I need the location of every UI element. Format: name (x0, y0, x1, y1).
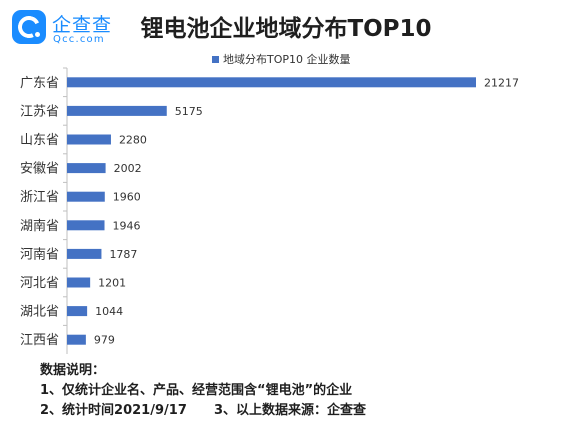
category-label: 浙江省 (20, 190, 59, 205)
legend-swatch (212, 55, 219, 63)
bar (67, 105, 167, 116)
category-label: 湖北省 (20, 305, 59, 320)
bar (67, 306, 88, 317)
category-label: 江苏省 (20, 103, 59, 119)
bar (67, 77, 476, 88)
bar (67, 277, 91, 288)
bar (67, 163, 106, 174)
bar (67, 334, 86, 345)
data-label: 2280 (119, 134, 147, 147)
category-label: 湖南省 (20, 218, 59, 234)
legend-label: 地域分布TOP10 企业数量 (223, 53, 351, 66)
data-label: 5175 (175, 105, 203, 118)
category-label: 广东省 (20, 76, 59, 91)
notes-line-1: 1、仅统计企业名、产品、经营范围含“锂电池”的企业 (40, 383, 353, 398)
data-label: 979 (94, 334, 115, 347)
chart-title: 锂电池企业地域分布TOP10 (140, 16, 432, 42)
data-label: 1946 (113, 219, 141, 232)
data-label: 1201 (98, 277, 126, 290)
category-label: 河北省 (20, 276, 59, 291)
chart-legend: 地域分布TOP10 企业数量 (212, 51, 351, 67)
category-label: 安徽省 (20, 162, 59, 177)
brand-name: 企查查 (52, 14, 113, 36)
bar (67, 220, 105, 231)
category-label: 山东省 (20, 133, 59, 148)
brand-url: Qcc.com (53, 34, 105, 45)
bar (67, 134, 111, 145)
bar (67, 248, 102, 259)
data-notes: 数据说明： 1、仅统计企业名、产品、经营范围含“锂电池”的企业 2、统计时间20… (40, 361, 366, 421)
category-label: 江西省 (20, 333, 59, 348)
data-label: 1960 (113, 191, 141, 204)
qcc-logo: 企查查 Qcc.com (12, 8, 122, 50)
notes-line-2: 2、统计时间2021/9/17 3、以上数据来源：企查查 (40, 403, 367, 418)
data-label: 21217 (484, 76, 519, 89)
bar (67, 191, 105, 202)
notes-heading: 数据说明： (40, 363, 106, 378)
data-label: 1787 (109, 248, 137, 261)
data-label: 1044 (95, 305, 123, 318)
data-label: 2002 (114, 162, 142, 175)
qcc-logo-icon (12, 10, 46, 44)
category-label: 河南省 (20, 246, 59, 262)
